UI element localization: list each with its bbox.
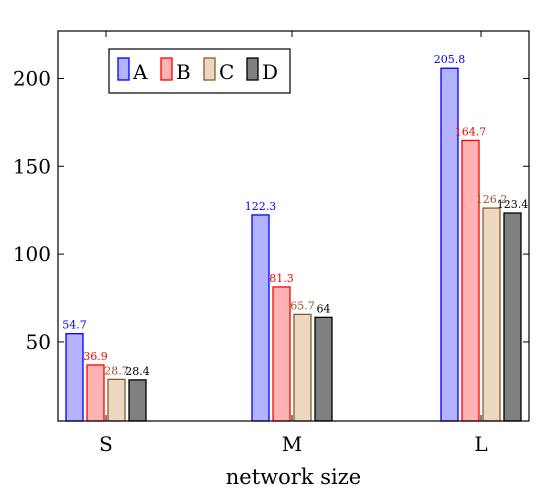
bar-B-M — [272, 286, 291, 422]
legend-box — [108, 48, 291, 94]
data-label-B-M: 81.3 — [269, 272, 294, 285]
x-axis-title: network size — [226, 465, 361, 489]
legend-label-B: B — [176, 60, 191, 84]
plot-frame — [57, 30, 530, 422]
legend-swatch-C — [203, 57, 216, 81]
bar-D-L — [503, 212, 522, 422]
legend-label-C: C — [219, 60, 234, 84]
data-label-B-S: 36.9 — [83, 350, 108, 363]
x-tick-label-M: M — [282, 432, 302, 456]
data-label-D-S: 28.4 — [125, 365, 150, 378]
bar-A-L — [440, 67, 459, 422]
data-label-A-L: 205.8 — [434, 53, 466, 66]
data-label-A-S: 54.7 — [62, 319, 87, 332]
y-tick-label: 200 — [13, 66, 51, 90]
data-label-D-M: 64 — [317, 302, 331, 315]
y-axis: 50 100 150 200 — [13, 66, 529, 354]
bar-D-M — [314, 316, 333, 422]
x-tick-label-S: S — [99, 432, 113, 456]
bar-A-S — [65, 333, 84, 422]
bar-C-S — [107, 378, 126, 422]
data-label-A-M: 122.3 — [245, 200, 277, 213]
data-label-D-L: 123.4 — [497, 198, 529, 211]
bar-C-L — [482, 207, 501, 422]
y-tick-label: 150 — [13, 154, 51, 178]
legend: A B C D — [108, 48, 291, 94]
data-label-C-L: 126.2 — [476, 193, 508, 206]
bar-C-M — [293, 313, 312, 422]
data-label-C-M: 65.7 — [290, 299, 315, 312]
data-label-B-L: 164.7 — [455, 125, 487, 138]
legend-swatch-A — [117, 57, 130, 81]
bar-B-L — [461, 139, 480, 422]
data-label-C-S: 28.7 — [104, 364, 129, 377]
y-tick-label: 50 — [26, 330, 51, 354]
y-tick-label: 100 — [13, 242, 51, 266]
bars-layer — [65, 67, 522, 422]
x-tick-label-L: L — [474, 432, 487, 456]
legend-label-A: A — [132, 60, 148, 84]
bar-B-S — [86, 364, 105, 422]
bar-A-M — [251, 214, 270, 422]
legend-label-D: D — [262, 60, 278, 84]
bar-D-S — [128, 379, 147, 422]
data-labels-layer: 54.7 36.928.728.4 122.3 81.3 65.7 64 205.8 164.… — [62, 53, 528, 378]
legend-swatch-B — [160, 57, 173, 81]
legend-swatch-D — [246, 57, 259, 81]
